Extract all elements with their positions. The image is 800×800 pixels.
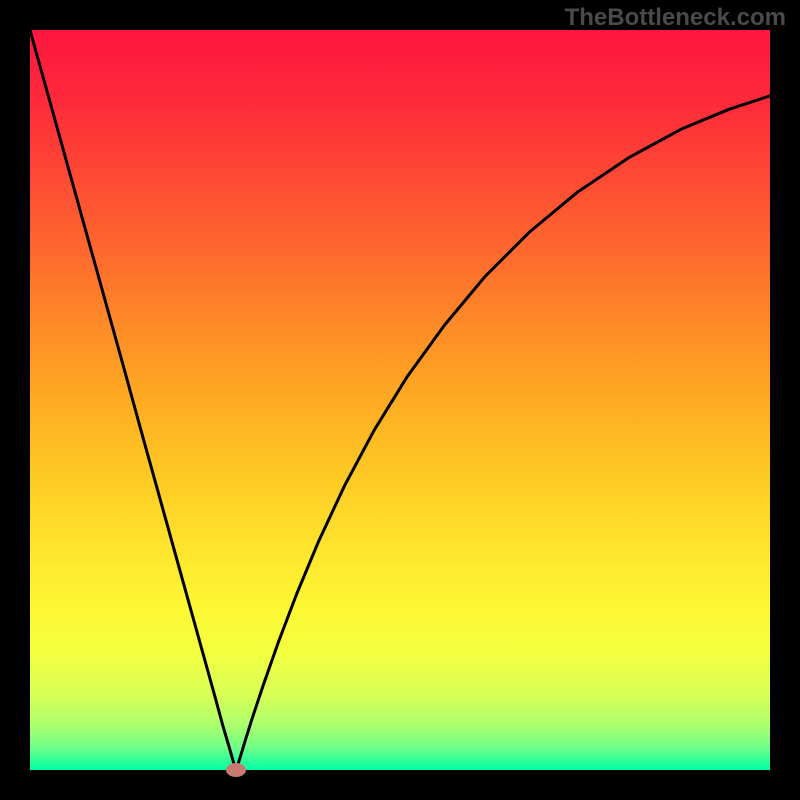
plot-area	[30, 30, 770, 770]
watermark-text: TheBottleneck.com	[565, 4, 786, 32]
bottleneck-marker	[226, 763, 246, 777]
bottleneck-curve	[30, 30, 770, 770]
